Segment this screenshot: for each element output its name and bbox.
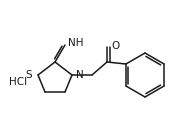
Text: N: N — [76, 70, 84, 80]
Text: NH: NH — [68, 38, 84, 48]
Text: HCl: HCl — [9, 77, 27, 87]
Text: S: S — [25, 70, 32, 80]
Text: O: O — [111, 41, 119, 51]
